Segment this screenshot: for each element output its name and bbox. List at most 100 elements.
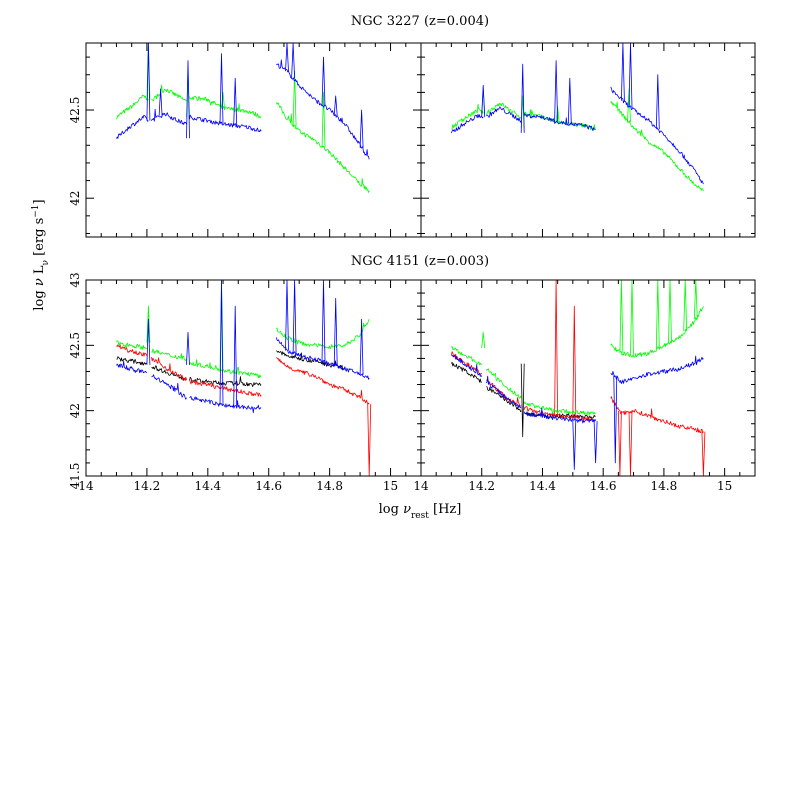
emission-line-left-series-3-0 (146, 318, 151, 365)
emission-line-right-series-1-1 (572, 305, 577, 418)
emission-line-right-series-3-2 (613, 375, 618, 464)
panel-frame (85, 279, 422, 477)
y-tick-label-1-3: 43 (68, 272, 82, 287)
emission-line-right-series-1-1 (520, 63, 525, 133)
emission-line-left-series-1-9 (359, 109, 364, 148)
panel-frame (420, 279, 756, 477)
emission-line-right-series-3-0 (572, 419, 577, 470)
emission-line-right-series-1-2 (618, 410, 622, 476)
spectrum-left-series-1-segment-0 (116, 344, 148, 357)
emission-line-right-series-2-3 (655, 280, 660, 349)
panel-1-right (420, 279, 756, 477)
emission-line-left-series-1-1 (158, 88, 163, 116)
emission-line-right-series-0-3 (627, 88, 631, 123)
spectrum-left-series-2-segment-3 (276, 319, 370, 349)
emission-line-left-series-3-2 (219, 280, 224, 406)
top-panel-title: NGC 3227 (z=0.004) (351, 14, 489, 29)
emission-line-right-series-1-5 (628, 43, 633, 108)
spectrum-right-series-2-segment-0 (451, 346, 482, 366)
x-tick-label-1-0: 14 (413, 479, 429, 493)
y-tick-label-1-2: 42.5 (68, 332, 82, 359)
emission-line-left-series-1-7 (321, 56, 326, 106)
emission-line-left-series-1-6 (291, 43, 295, 79)
emission-line-left-series-3-7 (333, 297, 338, 366)
panel-frame (85, 42, 422, 238)
emission-line-left-series-1-5 (285, 43, 289, 72)
spectrum-right-series-0-segment-0 (451, 103, 484, 130)
spectrum-left-series-0-segment-0 (116, 94, 149, 120)
spectrum-left-series-0-segment-0 (116, 356, 148, 366)
spectrum-left-series-1-segment-3 (276, 59, 370, 160)
spectrum-left-series-1-segment-1 (151, 108, 187, 125)
emission-line-left-series-1-0 (146, 43, 151, 121)
emission-line-right-series-2-4 (668, 280, 672, 343)
spectrum-right-series-0-segment-1 (486, 386, 522, 412)
spectrum-right-series-3-segment-2 (523, 407, 596, 424)
emission-line-left-series-1-3 (219, 53, 224, 124)
emission-line-left-series-1-2 (186, 60, 190, 139)
spectrum-left-series-0-segment-2 (189, 376, 262, 388)
spectrum-left-series-2-segment-1 (151, 348, 187, 361)
spectrum-left-series-0-segment-1 (151, 365, 187, 381)
emission-line-left-series-3-1 (186, 331, 190, 365)
panel-1-left (85, 279, 422, 477)
spectrum-right-series-0-segment-3 (610, 100, 704, 192)
panel-frame (420, 42, 756, 238)
emission-line-left-series-3-3 (233, 305, 238, 407)
spectrum-right-series-1-segment-2 (523, 113, 596, 131)
spectrum-left-series-3-segment-3 (275, 337, 370, 380)
spectrum-right-series-3-segment-0 (451, 354, 483, 377)
emission-line-left-series-3-4 (285, 280, 289, 351)
bottom-panel-title: NGC 4151 (z=0.003) (351, 254, 489, 269)
emission-line-left-series-2-0 (146, 305, 151, 343)
emission-line-left-series-0-4 (321, 92, 326, 148)
x-tick-label-1-1: 14.2 (468, 479, 495, 493)
spectrum-left-series-2-segment-2 (189, 359, 262, 379)
y-tick-label-0-1: 42.5 (68, 97, 82, 124)
emission-line-right-series-2-1 (619, 280, 624, 354)
spectrum-left-series-3-segment-1 (151, 374, 187, 400)
spectrum-right-series-3-segment-1 (485, 375, 522, 409)
spectrum-left-series-1-segment-0 (116, 114, 149, 139)
emission-line-right-series-3-1 (593, 421, 598, 464)
x-tick-label-1-3: 14.6 (590, 479, 617, 493)
panel-0-right (420, 42, 756, 238)
spectrum-right-series-1-segment-1 (486, 106, 522, 123)
emission-line-right-series-1-3 (628, 411, 633, 476)
x-tick-label-0-4: 14.8 (316, 479, 343, 493)
emission-line-left-series-1-4 (233, 77, 238, 126)
x-tick-label-0-1: 14.2 (134, 479, 161, 493)
x-tick-label-1-4: 14.8 (651, 479, 678, 493)
spectrum-left-series-0-segment-3 (275, 102, 370, 193)
emission-line-right-series-1-3 (567, 77, 572, 124)
emission-line-left-series-3-5 (292, 280, 297, 354)
spectrum-right-series-2-segment-2 (523, 401, 596, 416)
panel-0-left (85, 42, 422, 238)
emission-line-left-series-1-0 (367, 404, 372, 476)
spectrum-left-series-3-segment-0 (116, 360, 148, 374)
x-tick-label-0-3: 14.6 (255, 479, 282, 493)
emission-line-right-series-1-6 (655, 74, 660, 130)
x-tick-label-0-0: 14 (78, 479, 94, 493)
emission-line-right-series-2-5 (683, 280, 688, 332)
spectrum-left-series-0-segment-2 (189, 95, 262, 119)
x-tick-label-0-2: 14.4 (194, 479, 221, 493)
spectrum-right-series-1-segment-0 (451, 351, 483, 376)
spectrum-left-series-0-segment-1 (151, 84, 187, 102)
spectrum-right-series-1-segment-1 (486, 379, 522, 407)
spectrum-right-series-0-segment-0 (451, 361, 482, 383)
spectrum-left-series-2-segment-0 (116, 340, 148, 350)
spectrum-right-series-3-segment-3 (610, 355, 704, 384)
y-axis-label: log ν Lν [erg s−1] (31, 199, 51, 310)
y-tick-label-0-0: 42 (68, 191, 82, 206)
spectrum-right-series-0-segment-1 (485, 102, 522, 119)
spectrum-right-series-2-segment-3 (610, 305, 704, 358)
spectrum-left-series-3-segment-2 (189, 395, 262, 414)
spectrum-right-series-1-segment-3 (610, 396, 704, 434)
emission-line-right-series-1-0 (554, 280, 558, 416)
spectrum-left-series-1-segment-3 (276, 357, 370, 405)
emission-line-left-series-3-8 (359, 318, 364, 375)
emission-line-right-series-0-0 (520, 363, 525, 438)
emission-line-left-series-0-2 (221, 92, 225, 109)
